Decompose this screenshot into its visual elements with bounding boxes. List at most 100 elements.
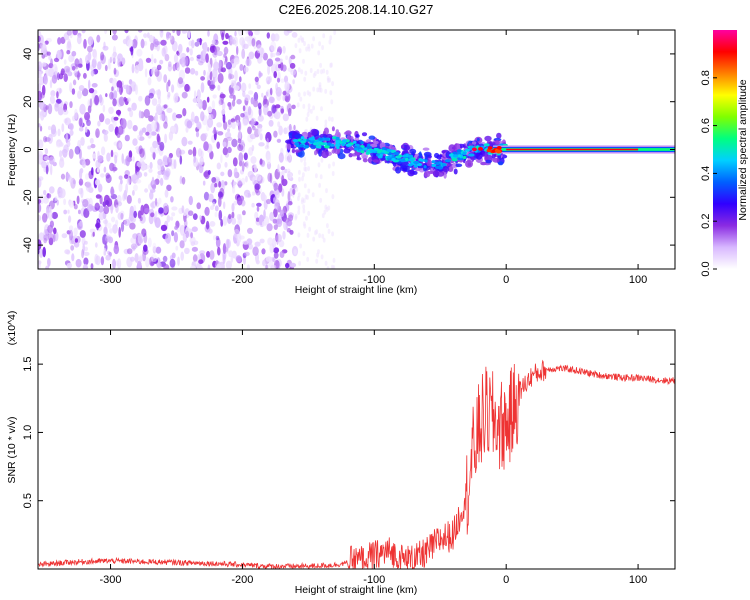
spectrogram-cell: [306, 256, 310, 262]
spectrogram-cell: [282, 45, 286, 54]
spectrogram-cell: [192, 97, 198, 103]
spectrogram-cell: [307, 103, 311, 109]
x-tick-label: -100: [363, 274, 385, 286]
spectrogram-cell: [152, 242, 157, 252]
spectrogram-cell: [195, 70, 199, 76]
spectrogram-cell: [315, 229, 319, 235]
spectrogram-cell: [248, 83, 252, 89]
spectrogram-cell: [108, 123, 114, 133]
spectrogram-cell: [265, 76, 271, 85]
x-tick-label: -300: [100, 274, 122, 286]
spectrogram-cell: [321, 137, 326, 141]
spectrogram-hotspot: [496, 149, 502, 154]
spectrogram-cell: [118, 182, 123, 193]
spectrogram-cell: [82, 199, 89, 208]
spectrogram-cell: [148, 168, 153, 173]
spectrogram-cell: [277, 121, 281, 128]
spectrogram-cell: [448, 144, 456, 153]
spectrogram-cell: [218, 59, 222, 70]
spectrogram-cell: [398, 154, 403, 158]
spectrogram-cell: [251, 118, 255, 128]
spectrogram-cell: [190, 265, 196, 269]
spectrogram-cell: [237, 138, 242, 144]
spectrogram-cell: [265, 131, 272, 143]
spectrogram-cell: [170, 216, 174, 221]
spectrogram-cell: [143, 40, 148, 46]
spectrogram-cell: [452, 162, 456, 169]
spectrogram-hotspot: [487, 146, 493, 150]
spectrogram-cell: [207, 47, 210, 52]
spectrogram-cell: [451, 158, 458, 162]
spectrogram-cell: [225, 131, 232, 139]
spectrogram-cell: [291, 104, 296, 110]
spectrogram-cell: [258, 176, 265, 184]
spectrogram-cell: [245, 58, 252, 67]
spectrogram-cell: [66, 140, 71, 148]
spectrogram-cell: [83, 251, 90, 256]
spectrogram-cell: [254, 241, 261, 247]
spectrogram-cell: [100, 54, 106, 65]
spectrogram-cell: [227, 119, 232, 125]
spectrogram-cell: [83, 72, 87, 79]
spectrogram-cell: [235, 255, 242, 263]
spectrogram-cell: [302, 208, 306, 214]
spectrogram-cell: [223, 60, 227, 65]
spectrogram-cell: [184, 67, 191, 74]
spectrogram-cell: [116, 194, 122, 204]
spectrogram-cell: [331, 231, 334, 237]
spectrogram-cell: [147, 77, 152, 86]
spectrogram-cell: [175, 245, 179, 251]
spectrogram-cell: [196, 102, 202, 107]
spectrogram-cell: [214, 182, 218, 188]
spectrogram-cell: [218, 98, 222, 107]
spectrogram-cell: [273, 224, 278, 231]
spectrogram-cell: [323, 142, 328, 146]
spectrogram-cell: [345, 143, 352, 147]
spectrogram-cell: [132, 156, 135, 162]
spectrogram-cell: [247, 106, 252, 116]
spectrogram-cell: [151, 53, 154, 65]
spectrogram-cell: [95, 128, 100, 139]
spectrogram-cell: [189, 48, 193, 56]
spectrogram-cell: [109, 162, 115, 172]
spectrogram-cell: [318, 130, 322, 136]
spectrogram-cell: [287, 191, 291, 202]
spectrogram-cell: [133, 210, 137, 218]
spectrogram-cell: [274, 111, 281, 120]
spectrogram-cell: [493, 137, 502, 142]
spectrogram-cell: [150, 212, 155, 218]
spectrogram-cell: [97, 61, 102, 71]
spectrogram-cell: [369, 149, 376, 153]
spectrogram-cell: [401, 160, 410, 169]
spectrogram-cell: [59, 142, 64, 147]
spectrogram-cell: [254, 211, 259, 220]
spectrogram-cell: [361, 132, 368, 137]
spectrogram-cell: [476, 137, 480, 142]
spectrogram-cell: [81, 160, 87, 168]
spectrogram-cell: [214, 76, 217, 83]
spectrogram-cell: [247, 170, 254, 178]
spectrogram-cell: [171, 84, 175, 93]
spectrogram-cell: [76, 222, 83, 231]
spectrogram-cell: [247, 30, 252, 35]
spectrogram-cell: [247, 35, 254, 47]
spectrogram-cell: [126, 248, 133, 255]
spectrogram-cell: [133, 204, 137, 212]
spectrogram-cell: [126, 194, 132, 204]
spectrogram-cell: [90, 263, 94, 269]
spectrogram-cell: [126, 97, 131, 102]
spectrogram-cell: [304, 166, 308, 172]
spectrogram-cell: [120, 212, 124, 220]
snr-x-ticks: -300 -200 -100 0 100: [100, 330, 647, 586]
spectrogram-cell: [39, 101, 45, 111]
spectrogram-cell: [57, 106, 64, 116]
spectrogram-cell: [130, 243, 137, 250]
spectrogram-cell: [132, 138, 138, 146]
spectrogram-cell: [212, 68, 218, 79]
spectrogram-cell: [291, 148, 295, 153]
spectrogram-cell: [85, 173, 89, 180]
spectrogram-cell: [395, 166, 402, 174]
spectrogram-cell: [244, 94, 251, 101]
spectrogram-cell: [302, 251, 306, 256]
spectrogram-cell: [79, 103, 86, 115]
